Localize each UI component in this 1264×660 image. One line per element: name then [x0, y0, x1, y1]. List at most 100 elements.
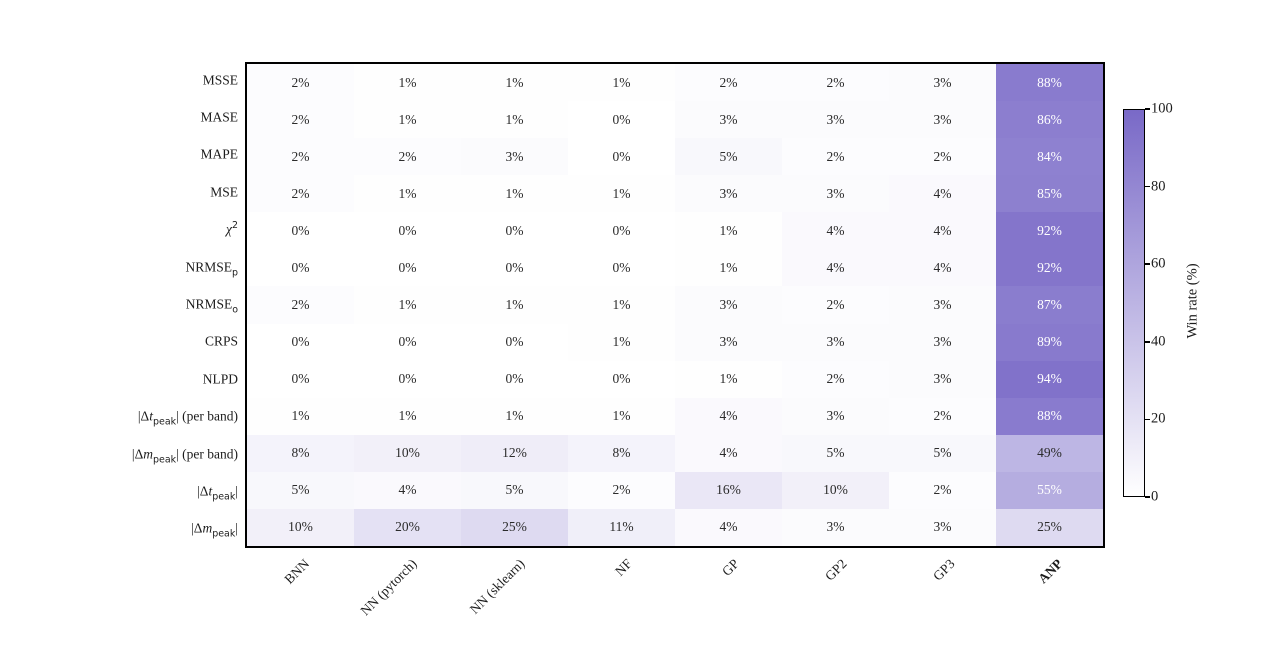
heatmap-cell: 0% — [568, 249, 675, 287]
heatmap-cell: 1% — [354, 64, 461, 102]
colorbar-tick-label: 40 — [1151, 333, 1166, 350]
colorbar-tick — [1145, 108, 1150, 110]
heatmap-cell: 4% — [782, 212, 889, 250]
heatmap-cell: 0% — [354, 323, 461, 361]
heatmap-cell: 1% — [461, 101, 568, 139]
heatmap-cell: 1% — [461, 286, 568, 324]
row-label: NRMSEo — [185, 296, 238, 316]
heatmap-cell: 0% — [247, 323, 354, 361]
heatmap-cell: 2% — [247, 138, 354, 176]
heatmap-cell: 55% — [996, 471, 1103, 509]
heatmap-cell: 8% — [568, 434, 675, 472]
heatmap-cell: 84% — [996, 138, 1103, 176]
row-label: |Δtpeak| (per band) — [137, 408, 238, 428]
heatmap-cell: 1% — [568, 323, 675, 361]
row-label: |Δmpeak| — [191, 520, 238, 540]
heatmap-cell: 2% — [782, 138, 889, 176]
heatmap-cell: 5% — [461, 471, 568, 509]
colorbar-tick — [1145, 341, 1150, 343]
heatmap-cell: 10% — [247, 508, 354, 546]
heatmap-cell: 0% — [354, 249, 461, 287]
heatmap-cell: 3% — [782, 101, 889, 139]
colorbar-tick — [1145, 185, 1150, 188]
heatmap-cell: 0% — [247, 249, 354, 287]
colorbar-tick-label: 100 — [1151, 100, 1173, 117]
heatmap-cell: 1% — [354, 101, 461, 139]
colorbar — [1123, 109, 1145, 497]
heatmap-cell: 3% — [782, 397, 889, 435]
heatmap-cell: 8% — [247, 434, 354, 472]
col-label: GP — [719, 556, 743, 579]
heatmap-cell: 0% — [461, 360, 568, 398]
heatmap-cell: 10% — [782, 471, 889, 509]
heatmap-cell: 12% — [461, 434, 568, 472]
heatmap-cell: 3% — [889, 64, 996, 102]
heatmap-cell: 1% — [568, 286, 675, 324]
heatmap-cell: 3% — [675, 101, 782, 139]
heatmap-cell: 2% — [247, 286, 354, 324]
row-label: χ2 — [226, 220, 238, 237]
heatmap-cell: 5% — [782, 434, 889, 472]
heatmap-cell: 2% — [247, 101, 354, 139]
heatmap-cell: 3% — [889, 360, 996, 398]
heatmap-cell: 0% — [354, 212, 461, 250]
row-label: NLPD — [202, 371, 238, 387]
heatmap-cell: 0% — [354, 360, 461, 398]
col-label: NN (sklearn) — [466, 556, 528, 617]
heatmap-cell: 1% — [675, 212, 782, 250]
heatmap-cell: 1% — [461, 397, 568, 435]
heatmap-cell: 20% — [354, 508, 461, 546]
row-label: |Δmpeak| (per band) — [131, 446, 238, 465]
heatmap-cell: 4% — [782, 249, 889, 287]
heatmap-cell: 1% — [568, 175, 675, 213]
heatmap-cell: 49% — [996, 434, 1103, 472]
heatmap-cell: 0% — [247, 360, 354, 398]
heatmap-cell: 0% — [461, 212, 568, 250]
heatmap-cell: 1% — [568, 397, 675, 435]
heatmap-cell: 1% — [354, 175, 461, 213]
heatmap-cell: 2% — [782, 286, 889, 324]
heatmap-cell: 0% — [568, 360, 675, 398]
heatmap-cell: 0% — [461, 323, 568, 361]
heatmap-cell: 92% — [996, 212, 1103, 250]
row-label: |Δtpeak| — [197, 483, 238, 503]
heatmap-cell: 3% — [782, 175, 889, 213]
colorbar-tick-label: 20 — [1151, 410, 1166, 427]
heatmap-cell: 89% — [996, 323, 1103, 361]
heatmap-cell: 3% — [889, 101, 996, 139]
colorbar-tick-label: 0 — [1151, 488, 1159, 505]
row-label: MAPE — [200, 147, 238, 163]
heatmap: 2% 1% 1% 1% 2% 2% 3% 88% 2% 1% 1% 0% 3% 3% 3% 86% 2% 2% 3%… — [245, 62, 1105, 548]
heatmap-cell: 5% — [675, 138, 782, 176]
heatmap-cell: 3% — [675, 286, 782, 324]
heatmap-cell: 1% — [247, 397, 354, 435]
heatmap-cell: 1% — [675, 360, 782, 398]
col-label: NN (pytorch) — [357, 556, 420, 619]
col-label: NF — [612, 556, 635, 579]
heatmap-cell: 88% — [996, 397, 1103, 435]
heatmap-cell: 3% — [675, 323, 782, 361]
col-label: ANP — [1034, 556, 1065, 587]
col-label: GP3 — [929, 556, 958, 584]
heatmap-cell: 3% — [782, 508, 889, 546]
heatmap-cell: 4% — [889, 249, 996, 287]
heatmap-cell: 3% — [675, 175, 782, 213]
colorbar-tick — [1145, 496, 1150, 498]
heatmap-cell: 4% — [889, 175, 996, 213]
heatmap-cell: 11% — [568, 508, 675, 546]
heatmap-cell: 2% — [889, 138, 996, 176]
heatmap-cell: 3% — [889, 508, 996, 546]
col-label: BNN — [281, 556, 313, 587]
col-label: GP2 — [822, 556, 850, 584]
heatmap-cell: 3% — [889, 286, 996, 324]
colorbar-tick-label: 80 — [1151, 178, 1166, 195]
row-label: MSSE — [202, 72, 238, 88]
heatmap-cell: 2% — [889, 397, 996, 435]
heatmap-cell: 4% — [889, 212, 996, 250]
row-label: MASE — [200, 109, 238, 125]
heatmap-cell: 2% — [247, 175, 354, 213]
heatmap-cell: 0% — [247, 212, 354, 250]
heatmap-cell: 94% — [996, 360, 1103, 398]
heatmap-cell: 0% — [568, 101, 675, 139]
heatmap-cell: 1% — [675, 249, 782, 287]
